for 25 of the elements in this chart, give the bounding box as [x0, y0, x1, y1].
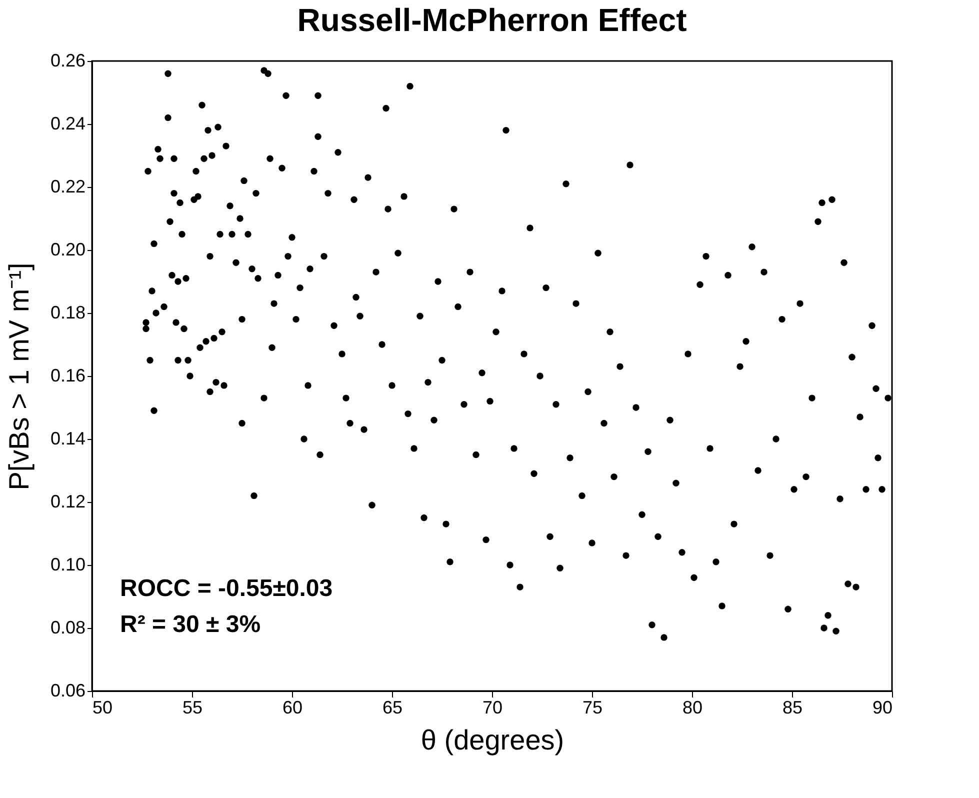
- y-tick-label: 0.06: [50, 680, 86, 700]
- y-tick-label: 0.24: [50, 114, 86, 134]
- x-tick-label: 55: [182, 698, 203, 718]
- annotation: ROCC = -0.55±0.03: [120, 575, 333, 602]
- annotation: R² = 30 ± 3%: [120, 611, 261, 638]
- y-tick-label: 0.16: [50, 366, 86, 386]
- y-tick-label: 0.22: [50, 176, 86, 196]
- chart-title: Russell-McPherron Effect: [297, 2, 688, 38]
- y-tick-label: 0.10: [50, 554, 86, 574]
- x-axis-title: θ (degrees): [420, 724, 564, 756]
- x-tick-label: 85: [782, 698, 803, 718]
- x-tick-label: 75: [582, 698, 603, 718]
- x-tick-label: 90: [872, 698, 892, 718]
- y-tick-label: 0.20: [50, 240, 86, 260]
- x-tick-label: 65: [382, 698, 403, 718]
- y-axis-title: P[vBs > 1 mV m⁻¹]: [3, 262, 34, 490]
- y-tick-label: 0.12: [50, 492, 86, 512]
- y-tick-label: 0.18: [50, 302, 86, 322]
- x-tick-label: 50: [92, 698, 113, 718]
- y-tick-label: 0.26: [50, 50, 86, 70]
- x-tick-label: 70: [482, 698, 503, 718]
- y-tick-label: 0.08: [50, 618, 86, 638]
- x-tick-label: 80: [682, 698, 703, 718]
- x-tick-label: 60: [282, 698, 303, 718]
- y-tick-label: 0.14: [50, 428, 86, 448]
